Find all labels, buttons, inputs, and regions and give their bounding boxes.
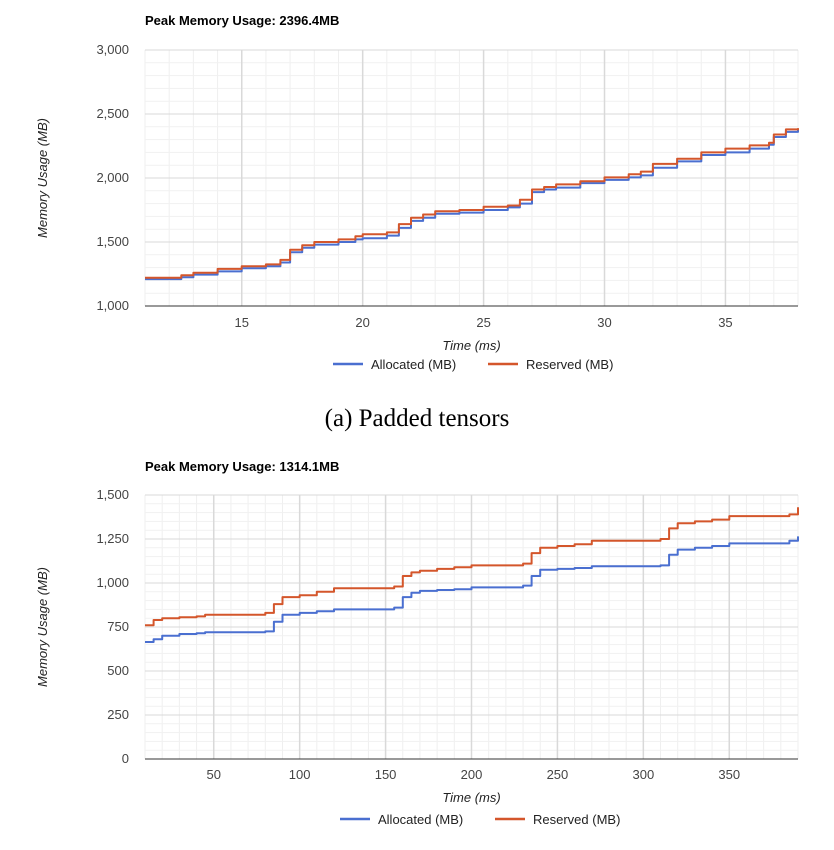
y-tick-label: 0 [122,751,129,766]
y-axis-label: Memory Usage (MB) [35,567,50,687]
legend-label: Allocated (MB) [371,357,456,372]
x-tick-label: 30 [597,315,611,330]
y-tick-label: 750 [107,619,129,634]
x-axis-label: Time (ms) [442,790,500,805]
y-tick-label: 1,000 [96,298,129,313]
legend-label: Reserved (MB) [533,812,620,827]
chart-svg-padded: Peak Memory Usage: 2396.4MB 1,000 1,500 2,0… [35,13,799,372]
chart-unpadded: Peak Memory Usage: 1314.1MB 0 250 500 750 1,0… [0,448,834,848]
y-tick-label: 1,500 [96,487,129,502]
x-tick-label: 150 [375,767,397,782]
chart-svg-unpadded: Peak Memory Usage: 1314.1MB 0 250 500 750 1,0… [35,459,799,827]
y-tick-label: 500 [107,663,129,678]
chart-title: Peak Memory Usage: 1314.1MB [145,459,339,474]
x-tick-label: 35 [718,315,732,330]
y-axis-label: Memory Usage (MB) [35,118,50,238]
x-tick-label: 25 [476,315,490,330]
y-tick-label: 250 [107,707,129,722]
x-tick-label: 50 [207,767,221,782]
y-tick-label: 2,000 [96,170,129,185]
y-tick-label: 1,000 [96,575,129,590]
chart-title: Peak Memory Usage: 2396.4MB [145,13,339,28]
legend-label: Allocated (MB) [378,812,463,827]
y-tick-label: 3,000 [96,42,129,57]
x-axis-label: Time (ms) [442,338,500,353]
series-line-allocated [145,536,799,643]
x-tick-label: 200 [461,767,483,782]
x-tick-label: 100 [289,767,311,782]
caption-padded-tensors: (a) Padded tensors [324,405,510,432]
chart-padded-tensors: Peak Memory Usage: 2396.4MB 1,000 1,500 2,0… [0,0,834,385]
series-line-reserved [145,507,799,627]
y-tick-label: 1,500 [96,234,129,249]
y-tick-label: 2,500 [96,106,129,121]
x-tick-label: 250 [547,767,569,782]
x-tick-label: 15 [235,315,249,330]
x-tick-label: 20 [355,315,369,330]
series-line-reserved [145,128,799,279]
x-tick-label: 350 [718,767,740,782]
x-tick-label: 300 [632,767,654,782]
y-tick-label: 1,250 [96,531,129,546]
legend-label: Reserved (MB) [526,357,613,372]
